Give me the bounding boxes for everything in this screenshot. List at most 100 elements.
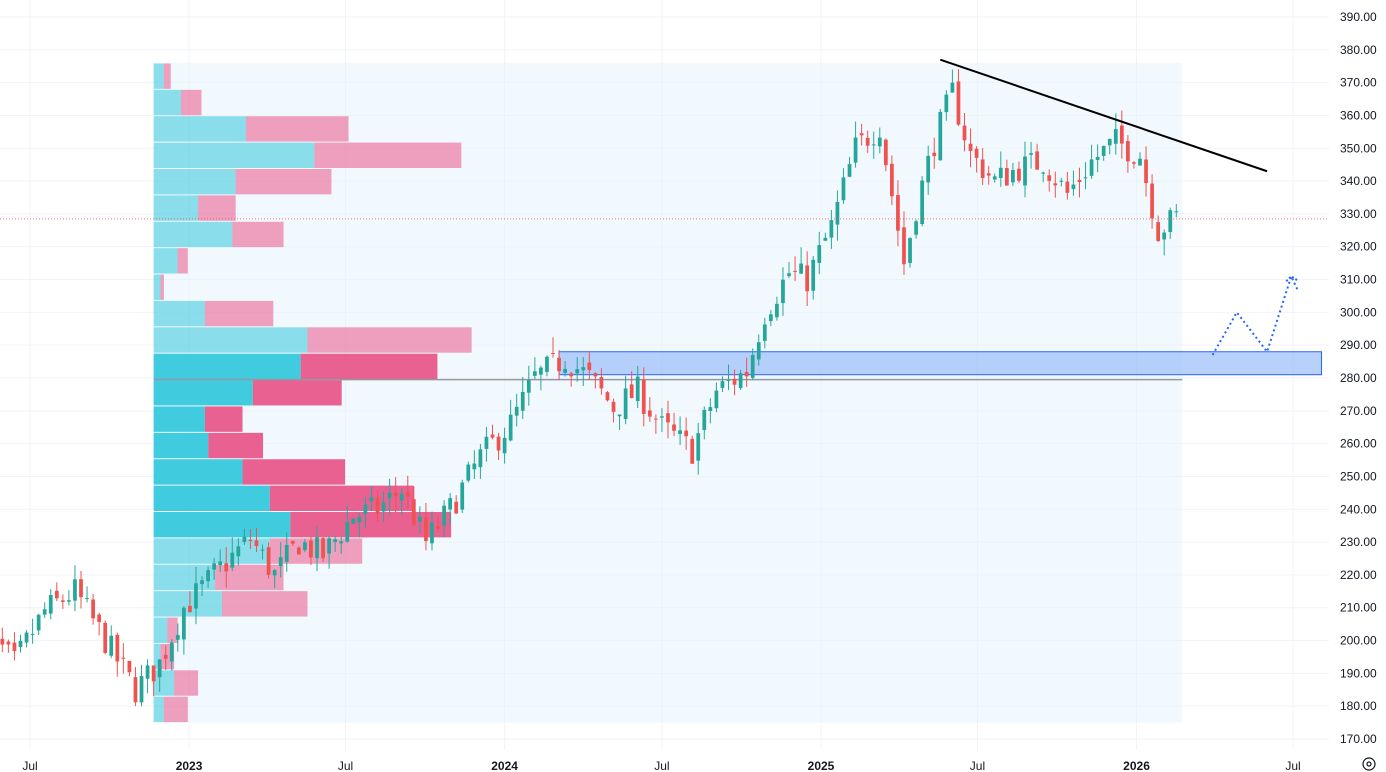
candle-body <box>629 384 634 399</box>
candle-body <box>617 414 622 417</box>
volume-profile-row-down <box>174 670 199 696</box>
candle-body <box>1156 222 1161 242</box>
volume-profile-row-down <box>245 116 349 142</box>
candle-body <box>333 539 338 542</box>
candle-body <box>968 143 973 151</box>
candle-body <box>139 676 144 703</box>
candle-body <box>1162 232 1167 240</box>
candle-body <box>920 180 925 225</box>
volume-profile-row-down <box>163 696 188 723</box>
time-axis-label: 2023 <box>176 759 203 772</box>
candle-body <box>303 542 307 551</box>
volume-profile-row-up <box>153 538 270 564</box>
candle-body <box>97 614 102 622</box>
candle-body <box>266 547 271 575</box>
candle-body <box>1126 141 1130 162</box>
candle-body <box>841 177 846 201</box>
candle-body <box>393 492 398 497</box>
settings-button[interactable] <box>1362 757 1376 771</box>
candle-body <box>1168 210 1173 232</box>
y-tick-label: 190.00 <box>1340 666 1377 680</box>
candle-body <box>315 537 319 559</box>
y-tick-label: 240.00 <box>1340 502 1377 516</box>
volume-profile-row-up <box>153 142 315 168</box>
volume-profile-row-up <box>153 406 205 432</box>
candle-body <box>430 522 434 544</box>
candle-body <box>54 590 59 599</box>
candle-body <box>890 163 894 197</box>
time-axis-label: Jul <box>654 759 669 772</box>
volume-profile-row-up <box>153 670 175 696</box>
candle-body <box>605 392 610 401</box>
candle-body <box>1041 172 1046 174</box>
candle-body <box>775 303 779 318</box>
y-tick-label: 220.00 <box>1340 568 1377 582</box>
y-tick-label: 390.00 <box>1340 10 1377 24</box>
candle-body <box>998 167 1003 178</box>
candle-body <box>641 379 646 414</box>
resistance-trendline[interactable] <box>939 58 1268 173</box>
candle-body <box>962 125 967 141</box>
candle-body <box>902 227 906 265</box>
candle-body <box>484 436 489 449</box>
candle-body <box>272 570 277 576</box>
candle-body <box>750 355 755 378</box>
candle-body <box>805 265 810 292</box>
candle-body <box>708 407 713 411</box>
candle-body <box>787 273 791 277</box>
candle-body <box>678 430 682 435</box>
candle-body <box>1144 159 1148 184</box>
candle-body <box>853 137 858 163</box>
support-zone-rectangle[interactable] <box>558 351 1323 376</box>
support-zone-layer[interactable] <box>558 351 1323 376</box>
candle-body <box>206 570 210 582</box>
volume-profile-row-down <box>177 248 188 274</box>
candle-body <box>127 660 132 673</box>
volume-profile-row-down <box>180 89 202 116</box>
gear-icon[interactable] <box>1362 757 1376 771</box>
candle-body <box>85 598 89 600</box>
volume-profile-row-down <box>167 617 178 643</box>
candle-body <box>992 176 997 180</box>
candle-body <box>702 409 707 431</box>
candle-body <box>660 416 664 418</box>
candle-body <box>587 362 592 371</box>
candle-body <box>103 622 108 654</box>
candle-body <box>290 541 295 544</box>
candle-body <box>914 221 918 235</box>
volume-profile-row-up <box>153 274 161 300</box>
volume-profile-row-down <box>314 142 462 168</box>
candle-body <box>539 367 543 375</box>
candle-body <box>768 314 773 322</box>
candle-body <box>224 563 229 572</box>
candle-body <box>73 579 77 601</box>
candle-body <box>67 600 71 602</box>
candle-body <box>938 111 943 161</box>
candle-body <box>260 549 265 551</box>
volume-profile-row-up <box>153 512 291 538</box>
candle-body <box>684 430 689 437</box>
candle-body <box>375 498 380 514</box>
y-tick-label: 360.00 <box>1340 108 1377 122</box>
candle-body <box>690 438 695 464</box>
volume-profile-row-up <box>153 643 161 670</box>
candle-body <box>654 418 658 420</box>
projection-path[interactable] <box>1211 273 1299 356</box>
candle-body <box>442 505 446 526</box>
candle-body <box>1113 129 1118 144</box>
candle-body <box>254 540 259 547</box>
drawings[interactable] <box>939 58 1299 356</box>
volume-profile-row-down <box>235 168 332 195</box>
candle-body <box>1107 138 1112 146</box>
candle-body <box>42 609 47 615</box>
volume-profile-row-down <box>160 274 164 300</box>
candle-body <box>799 263 803 274</box>
candle-body <box>60 600 65 602</box>
volume-profile-row-up <box>153 432 209 459</box>
candle-body <box>871 144 876 146</box>
candle-body <box>284 544 289 562</box>
candle-body <box>611 401 616 412</box>
time-axis-label: 2024 <box>491 759 518 772</box>
